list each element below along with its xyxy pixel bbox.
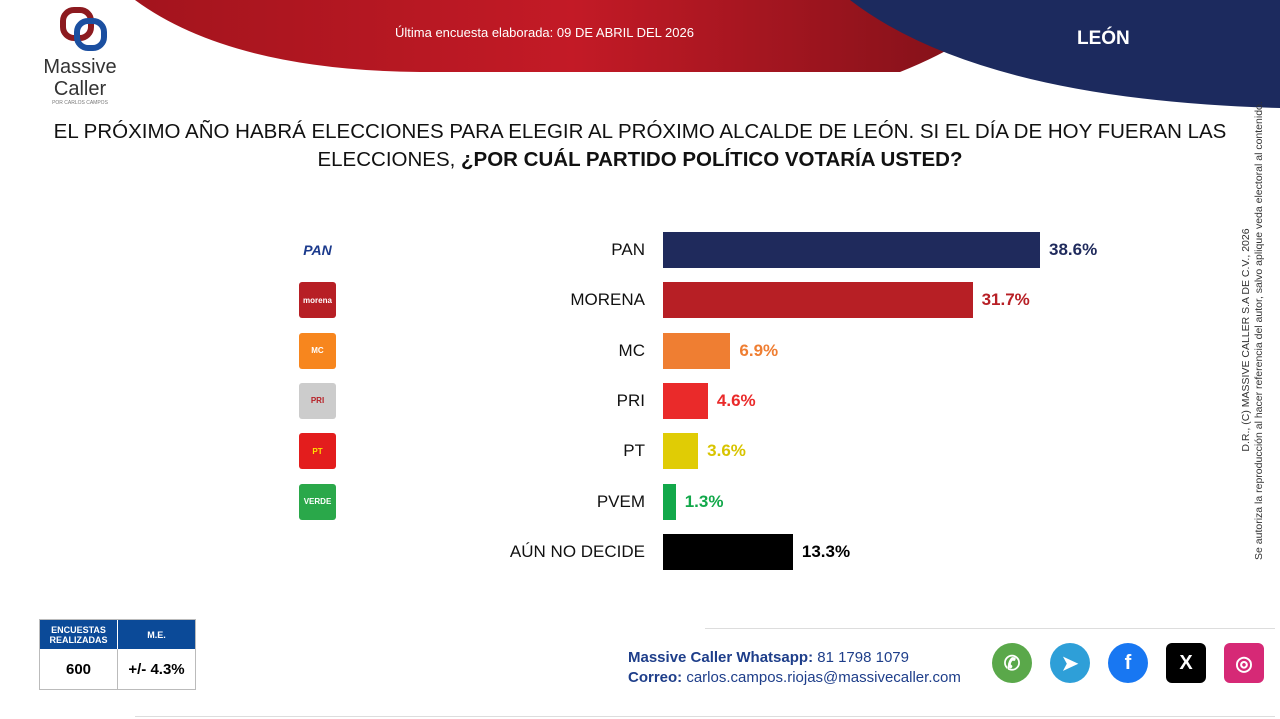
value-label: 13.3% [801,541,851,561]
party-logo-pt: PT [299,433,336,470]
value-label: 4.6% [716,390,756,410]
party-logo-pan: PAN [299,232,336,268]
copyright-line: D.R., (C) MASSIVE CALLER S.A DE C.V., 20… [1240,228,1252,452]
telegram-icon[interactable]: ➤ [1050,643,1090,683]
category-label: PAN [611,240,645,259]
stats-table: ENCUESTAS REALIZADAS M.E. 600 +/- 4.3% [39,619,196,690]
bar [663,483,676,520]
bar-row: VERDE PVEM 1.3% [0,483,1200,521]
whatsapp-number[interactable]: 81 1798 1079 [817,649,909,666]
email-address[interactable]: carlos.campos.riojas@massivecaller.com [686,669,961,686]
bar-row: PRI PRI 4.6% [0,382,1200,420]
question-bold: ¿POR CUÁL PARTIDO POLÍTICO VOTARÍA USTED… [461,148,963,171]
bar [663,332,731,369]
survey-date: Última encuesta elaborada: 09 DE ABRIL D… [395,25,694,40]
copyright-notice: D.R., (C) MASSIVE CALLER S.A DE C.V., 20… [1240,101,1266,560]
question-title: EL PRÓXIMO AÑO HABRÁ ELECCIONES PARA ELE… [40,118,1240,174]
party-logo-mc: MC [299,332,336,369]
whatsapp-icon[interactable]: ✆ [992,643,1032,683]
bar [663,282,973,319]
bar [663,232,1040,268]
bar-row: PAN PAN 38.6% [0,231,1200,269]
brand-line2: Caller [53,78,107,100]
party-logo-morena: morena [299,282,336,319]
value-label: 38.6% [1049,240,1098,259]
party-logo-pvem: VERDE [299,483,336,520]
surveys-header: ENCUESTAS REALIZADAS [40,620,118,649]
whatsapp-label: Massive Caller Whatsapp: [628,649,814,666]
surveys-value: 600 [40,649,118,690]
party-logo-pri: PRI [299,382,336,419]
margin-value: +/- 4.3% [128,661,185,678]
bar-row: AÚN NO DECIDE 13.3% [0,533,1200,571]
brand-line1: Massive [43,56,117,78]
category-label: PRI [616,390,645,410]
x-icon[interactable]: X [1166,643,1206,683]
bar-row: MC MC 6.9% [0,332,1200,370]
bar-row: morena MORENA 31.7% [0,281,1200,319]
city-title: LEÓN [1077,28,1130,49]
instagram-icon[interactable]: ◎ [1224,643,1264,683]
margin-header: M.E. [147,629,166,640]
bar-row: PT PT 3.6% [0,432,1200,470]
contact-info: Massive Caller Whatsapp: 81 1798 1079 Co… [628,648,961,688]
value-label: 31.7% [981,290,1030,310]
massive-caller-logo: Massive Caller POR CARLOS CAMPOS [30,6,130,107]
value-label: 3.6% [707,441,746,461]
category-label: MC [618,340,645,360]
header-banner [135,0,1280,108]
divider [135,716,1275,717]
value-label: 1.3% [684,491,724,511]
logo-icon [60,7,107,51]
category-label: MORENA [570,290,645,310]
facebook-icon[interactable]: f [1108,643,1148,683]
brand-tagline: POR CARLOS CAMPOS [52,100,108,106]
value-label: 6.9% [739,340,779,360]
bar [663,382,708,419]
category-label: AÚN NO DECIDE [509,541,645,561]
divider [705,628,1275,629]
email-label: Correo: [628,669,683,686]
question-text: EL PRÓXIMO AÑO HABRÁ ELECCIONES PARA ELE… [53,120,1227,171]
category-label: PVEM [596,491,645,511]
category-label: PT [623,441,645,461]
bar [663,533,793,570]
reproduction-line: Se autoriza la reproducción al hacer ref… [1253,101,1265,560]
bar [663,433,699,470]
